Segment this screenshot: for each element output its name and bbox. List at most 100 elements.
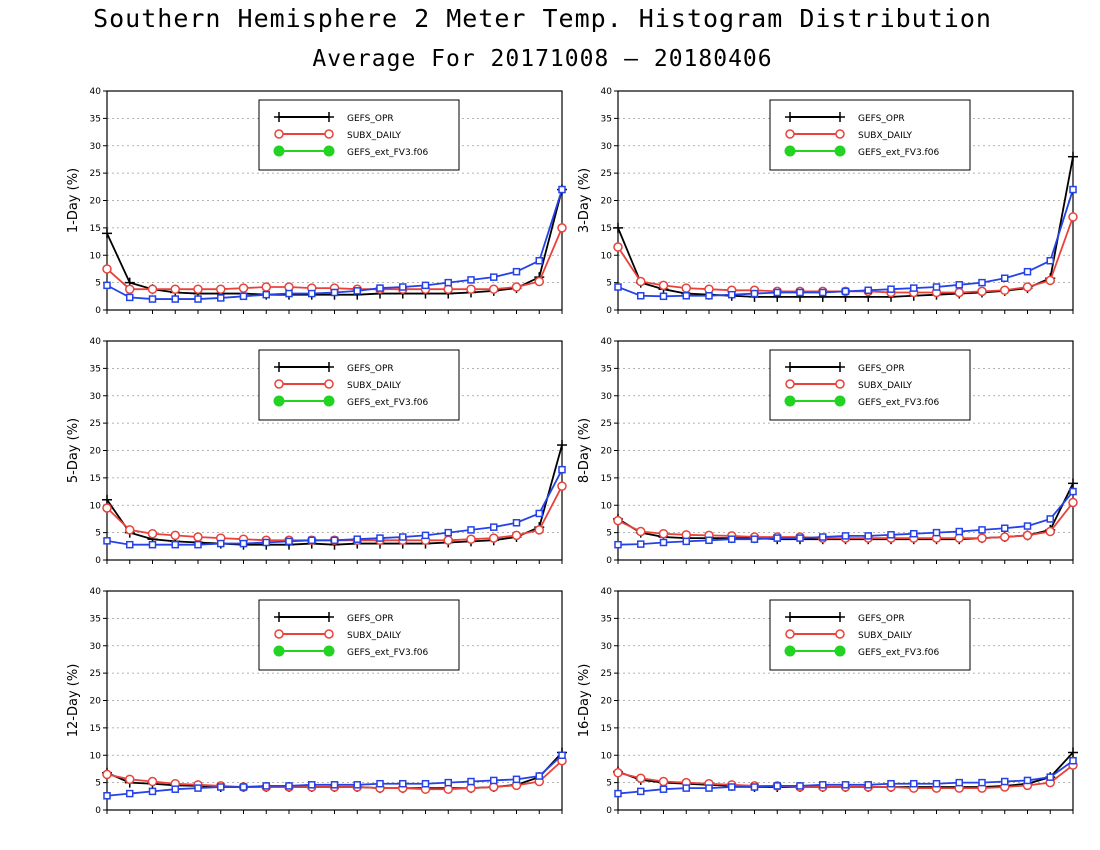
y-tick-label: 30 [601, 142, 613, 152]
data-point [421, 779, 430, 788]
data-point [796, 782, 804, 790]
y-tick-label: 0 [606, 306, 612, 316]
y-tick-label: 30 [90, 142, 102, 152]
series-SUBX_DAILY [613, 212, 1078, 298]
data-point [194, 295, 202, 303]
y-tick-label: 25 [90, 419, 101, 429]
data-point [376, 284, 384, 292]
y-tick-label: 20 [90, 447, 102, 457]
data-point [728, 535, 736, 543]
data-point [489, 782, 499, 792]
legend-marker [835, 629, 845, 639]
data-point [261, 282, 271, 292]
data-point [511, 282, 522, 292]
data-point [466, 284, 476, 294]
data-point [614, 283, 622, 291]
data-point [148, 540, 157, 549]
data-point [659, 292, 668, 301]
data-point [977, 286, 987, 297]
data-point [125, 774, 135, 785]
data-point [1046, 256, 1054, 265]
plot-frame [617, 590, 1074, 811]
data-point [171, 295, 179, 303]
data-point [932, 283, 941, 291]
data-point [194, 540, 202, 549]
y-tick-label: 40 [601, 87, 613, 97]
legend: GEFS_OPR SUBX_DAILY GEFS_ext_FV3.f06 [769, 349, 971, 421]
y-tick-label: 5 [95, 779, 101, 789]
data-point [216, 284, 226, 294]
data-point [285, 537, 293, 546]
legend-label: SUBX_DAILY [858, 131, 913, 141]
data-point [955, 281, 963, 289]
legend-marker [784, 395, 796, 407]
y-tick-label: 30 [90, 642, 102, 652]
data-point [330, 288, 339, 297]
legend-marker [834, 145, 846, 157]
y-tick-label: 15 [90, 474, 101, 484]
data-point [955, 778, 963, 787]
data-point [728, 290, 736, 299]
data-point [353, 781, 361, 789]
legend-marker [834, 395, 846, 407]
data-point [682, 784, 690, 792]
data-point [658, 280, 669, 291]
data-point [1069, 756, 1077, 765]
data-point [170, 530, 180, 541]
data-point [841, 287, 850, 296]
legend-label: GEFS_ext_FV3.f06 [347, 398, 428, 408]
data-point [614, 540, 622, 549]
data-point [330, 536, 339, 545]
legend-marker [274, 129, 284, 139]
data-point [773, 288, 781, 297]
data-point [910, 529, 918, 538]
data-point [1069, 487, 1077, 496]
series-blue [614, 756, 1077, 798]
legend-marker [785, 379, 795, 389]
data-point [239, 783, 248, 791]
chart-panel-1: 0 5 10 15 20 25 30 35 40 1-Day (%) GEFS_OPR SUBX_DA… [66, 87, 567, 316]
data-point [705, 292, 713, 300]
y-tick-label: 15 [90, 224, 101, 234]
data-point [614, 789, 622, 798]
y-tick-label: 30 [601, 392, 613, 402]
data-point [217, 783, 225, 791]
data-point [147, 776, 158, 787]
data-point [1000, 532, 1010, 542]
data-point [841, 532, 850, 540]
data-point [194, 784, 202, 792]
legend-marker [785, 629, 795, 639]
data-point [535, 256, 543, 265]
data-point [1045, 526, 1055, 537]
data-point [796, 288, 804, 297]
data-point [864, 781, 872, 789]
data-point [1023, 522, 1032, 530]
legend-marker [323, 645, 335, 657]
legend-marker [324, 129, 334, 139]
data-point [659, 538, 668, 547]
series-blue [103, 751, 566, 800]
data-point [887, 285, 895, 293]
data-point [1023, 267, 1032, 276]
data-point [637, 540, 645, 548]
data-point [910, 284, 918, 292]
plot-frame [617, 90, 1074, 311]
data-point [1046, 773, 1054, 781]
data-point [171, 540, 179, 549]
legend-marker [835, 129, 845, 139]
data-point [217, 539, 225, 548]
legend-marker [834, 645, 846, 657]
data-point [147, 284, 158, 294]
y-tick-label: 15 [90, 724, 101, 734]
data-point [284, 282, 294, 292]
series-SUBX_DAILY [102, 481, 567, 546]
legend-label: GEFS_ext_FV3.f06 [347, 648, 428, 658]
data-point [399, 779, 407, 788]
y-tick-label: 40 [90, 587, 102, 597]
y-axis-label: 12-Day (%) [66, 664, 81, 738]
data-point [750, 783, 759, 791]
y-tick-label: 10 [90, 751, 102, 761]
data-point [103, 792, 111, 800]
data-point [421, 281, 430, 290]
